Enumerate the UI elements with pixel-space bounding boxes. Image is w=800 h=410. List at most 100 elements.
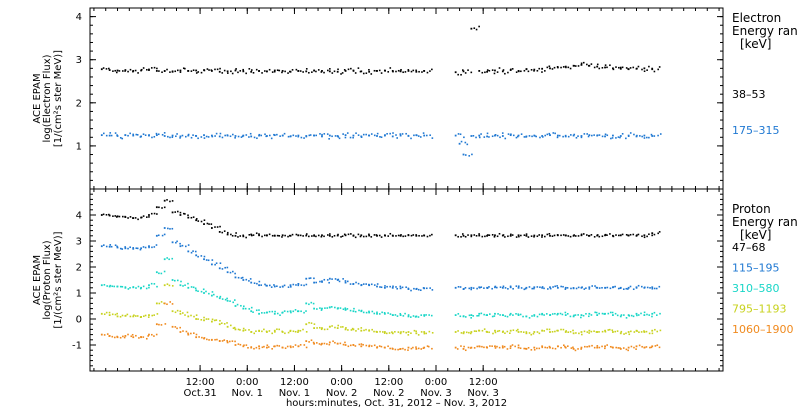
data-point — [320, 235, 323, 238]
data-point — [142, 336, 145, 338]
data-point — [509, 332, 511, 335]
data-point — [328, 325, 331, 328]
data-point — [454, 134, 457, 137]
data-point — [658, 231, 661, 233]
data-point — [378, 234, 381, 237]
data-point — [415, 346, 417, 348]
data-point — [290, 286, 292, 288]
legend-unit: [keV] — [740, 228, 771, 242]
data-point — [337, 233, 339, 236]
data-point — [376, 132, 379, 135]
data-point — [538, 347, 541, 350]
data-point — [284, 70, 286, 73]
data-point — [308, 321, 310, 324]
data-point — [580, 314, 583, 316]
data-point — [405, 132, 407, 135]
data-point — [383, 331, 386, 333]
data-point — [399, 234, 402, 237]
data-point — [502, 69, 505, 71]
data-point — [619, 348, 622, 350]
data-point — [604, 312, 606, 315]
data-point — [560, 285, 562, 288]
data-point — [145, 337, 148, 340]
data-point — [573, 133, 576, 136]
data-point — [203, 337, 205, 340]
data-point — [480, 312, 483, 315]
data-point — [147, 316, 150, 318]
data-point — [541, 135, 544, 137]
data-point — [588, 312, 591, 315]
data-point — [203, 137, 206, 139]
data-point — [136, 247, 139, 250]
data-point — [274, 310, 276, 313]
data-point — [281, 234, 284, 237]
data-point — [155, 244, 158, 246]
data-point — [515, 136, 518, 139]
data-point — [413, 134, 415, 137]
data-point — [400, 234, 402, 236]
data-point — [567, 345, 569, 347]
data-point — [163, 132, 166, 134]
data-point — [245, 236, 247, 239]
data-point — [596, 286, 599, 289]
data-point — [559, 312, 562, 315]
data-point — [430, 314, 433, 317]
data-point — [350, 329, 353, 331]
data-point — [551, 347, 554, 350]
data-point — [169, 301, 172, 303]
data-point — [368, 134, 371, 137]
data-point — [110, 134, 113, 137]
data-point — [242, 134, 245, 137]
data-point — [517, 234, 520, 237]
x-tick-label-time: 12:00 — [374, 377, 403, 388]
data-point — [344, 307, 347, 309]
data-point — [659, 133, 662, 135]
data-point — [160, 301, 163, 303]
data-point — [419, 136, 422, 138]
data-point — [119, 285, 122, 288]
data-point — [247, 347, 249, 349]
data-point — [255, 330, 257, 333]
data-point — [616, 330, 619, 332]
data-point — [591, 344, 593, 347]
data-point — [221, 231, 224, 234]
data-point — [560, 234, 562, 237]
data-point — [148, 69, 150, 71]
data-point — [527, 70, 530, 73]
data-point — [155, 323, 158, 326]
data-point — [116, 246, 119, 249]
data-point — [650, 346, 653, 349]
data-point — [475, 330, 478, 333]
data-point — [127, 288, 130, 290]
data-point — [151, 333, 153, 336]
data-point — [541, 286, 544, 289]
data-point — [518, 235, 520, 238]
data-point — [598, 346, 601, 349]
data-point — [410, 316, 412, 318]
data-point — [386, 133, 388, 135]
data-point — [376, 234, 378, 237]
data-point — [604, 330, 607, 333]
data-point — [263, 345, 265, 348]
data-point — [266, 70, 268, 73]
data-point — [423, 134, 426, 137]
data-point — [653, 135, 656, 137]
data-point — [523, 288, 526, 291]
data-point — [370, 73, 373, 75]
data-point — [284, 234, 286, 237]
data-point — [334, 326, 336, 329]
data-point — [163, 199, 166, 202]
data-point — [234, 328, 237, 331]
x-tick-label-time: 12:00 — [280, 377, 309, 388]
data-point — [373, 344, 376, 347]
data-point — [407, 349, 409, 351]
data-point — [187, 250, 190, 253]
data-point — [312, 341, 315, 344]
data-point — [218, 70, 221, 73]
data-point — [506, 315, 509, 318]
data-point — [132, 247, 134, 249]
data-point — [163, 135, 166, 137]
data-point — [210, 294, 213, 297]
y-tick-label: 0 — [76, 315, 82, 326]
data-point — [319, 307, 321, 309]
